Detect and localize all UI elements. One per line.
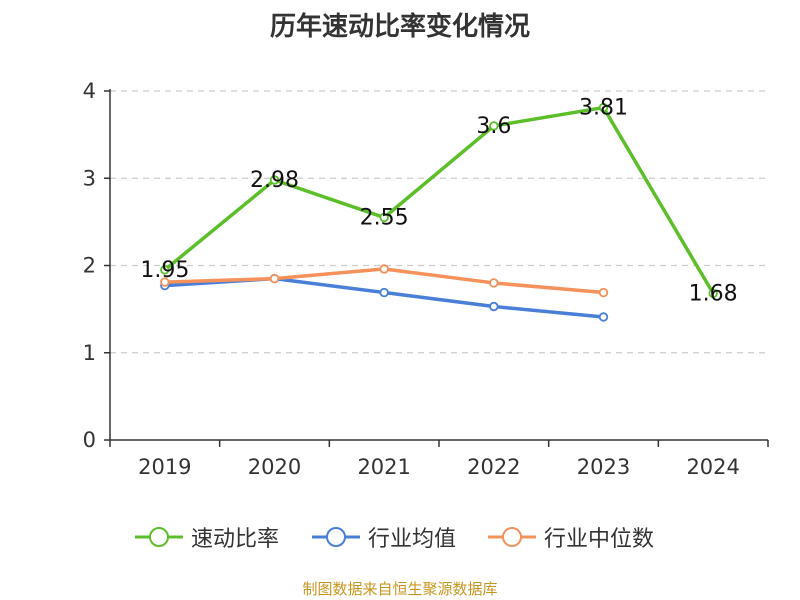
data-label: 3.81 xyxy=(579,96,628,121)
data-label: 3.6 xyxy=(476,114,511,139)
source-note: 制图数据来自恒生聚源数据库 xyxy=(302,580,498,598)
data-point[interactable] xyxy=(489,121,499,131)
data-label: 1.95 xyxy=(140,258,189,283)
x-tick-label: 2023 xyxy=(577,455,630,479)
legend-label: 行业中位数 xyxy=(544,527,655,552)
y-tick-label: 4 xyxy=(83,79,96,103)
legend: 速动比率 行业均值 行业中位数 xyxy=(0,520,800,554)
legend-label: 行业均值 xyxy=(368,527,457,552)
data-label: 1.68 xyxy=(689,281,738,306)
y-tick-label: 1 xyxy=(83,341,96,365)
legend-item-quick-ratio[interactable]: 速动比率 xyxy=(135,520,279,554)
y-tick-label: 0 xyxy=(83,428,96,452)
legend-item-industry-mean[interactable]: 行业均值 xyxy=(312,520,456,554)
legend-label: 速动比率 xyxy=(191,527,280,552)
data-point[interactable] xyxy=(160,265,170,275)
data-point[interactable] xyxy=(269,175,280,185)
x-tick-label: 2022 xyxy=(467,455,520,479)
series-line xyxy=(163,105,715,295)
chart-title: 历年速动比率变化情况 xyxy=(269,12,530,42)
data-point[interactable] xyxy=(598,312,609,322)
data-point[interactable] xyxy=(598,102,609,113)
x-tick-label: 2019 xyxy=(138,455,191,479)
data-point[interactable] xyxy=(379,264,389,274)
x-tick-label: 2024 xyxy=(686,455,739,479)
axes: 0 1 2 3 4 2019 2020 2021 2022 2023 2024 xyxy=(83,79,769,479)
y-tick-label: 2 xyxy=(83,254,96,278)
data-point[interactable] xyxy=(379,212,389,223)
data-point[interactable] xyxy=(489,301,499,312)
x-tick-label: 2021 xyxy=(357,455,410,479)
x-tick-label: 2020 xyxy=(248,455,301,479)
series-lines xyxy=(160,102,718,322)
data-point[interactable] xyxy=(160,277,170,287)
data-label: 2.55 xyxy=(360,206,409,231)
data-point[interactable] xyxy=(489,278,499,288)
data-point[interactable] xyxy=(598,287,609,298)
legend-item-industry-median[interactable]: 行业中位数 xyxy=(488,520,654,554)
data-label: 2.98 xyxy=(250,168,299,193)
series-line xyxy=(164,276,604,319)
data-labels: 1.95 2.98 2.55 3.6 3.81 1.68 xyxy=(140,96,737,307)
data-point[interactable] xyxy=(708,288,718,299)
y-tick-label: 3 xyxy=(83,166,96,190)
data-point[interactable] xyxy=(379,287,389,298)
data-point[interactable] xyxy=(269,273,280,284)
